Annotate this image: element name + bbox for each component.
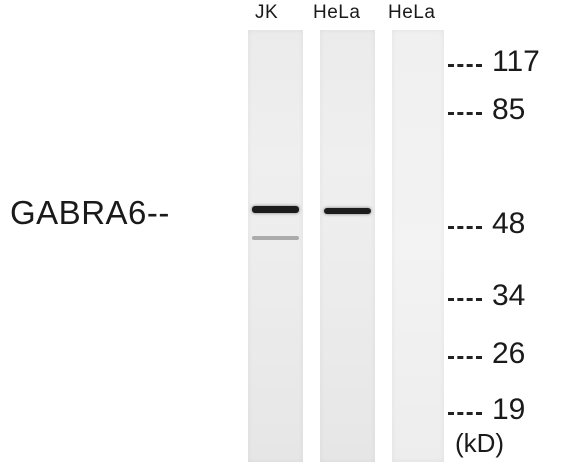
band-gabra6-jk bbox=[252, 206, 299, 213]
marker-dash-85 bbox=[448, 112, 482, 115]
marker-dash-34 bbox=[448, 298, 482, 301]
marker-dash-19 bbox=[448, 412, 482, 415]
band-faint-jk bbox=[252, 236, 299, 240]
blot-lane-hela-2 bbox=[392, 30, 444, 462]
marker-85: 85 bbox=[492, 93, 526, 126]
protein-label: GABRA6-- bbox=[10, 194, 170, 231]
marker-48: 48 bbox=[492, 207, 526, 240]
lane-label-hela-1: HeLa bbox=[313, 2, 361, 23]
marker-19: 19 bbox=[492, 393, 526, 426]
blot-lane-hela-1 bbox=[320, 30, 375, 462]
marker-117: 117 bbox=[492, 45, 540, 78]
marker-26: 26 bbox=[492, 337, 526, 370]
band-gabra6-hela bbox=[324, 208, 371, 214]
marker-34: 34 bbox=[492, 279, 526, 312]
lane-label-jk: JK bbox=[255, 2, 279, 23]
blot-lane-jk bbox=[248, 30, 303, 462]
lane-label-hela-2: HeLa bbox=[388, 2, 436, 23]
marker-dash-48 bbox=[448, 226, 482, 229]
unit-label: (kD) bbox=[455, 428, 505, 458]
marker-dash-26 bbox=[448, 356, 482, 359]
marker-dash-117 bbox=[448, 64, 482, 67]
